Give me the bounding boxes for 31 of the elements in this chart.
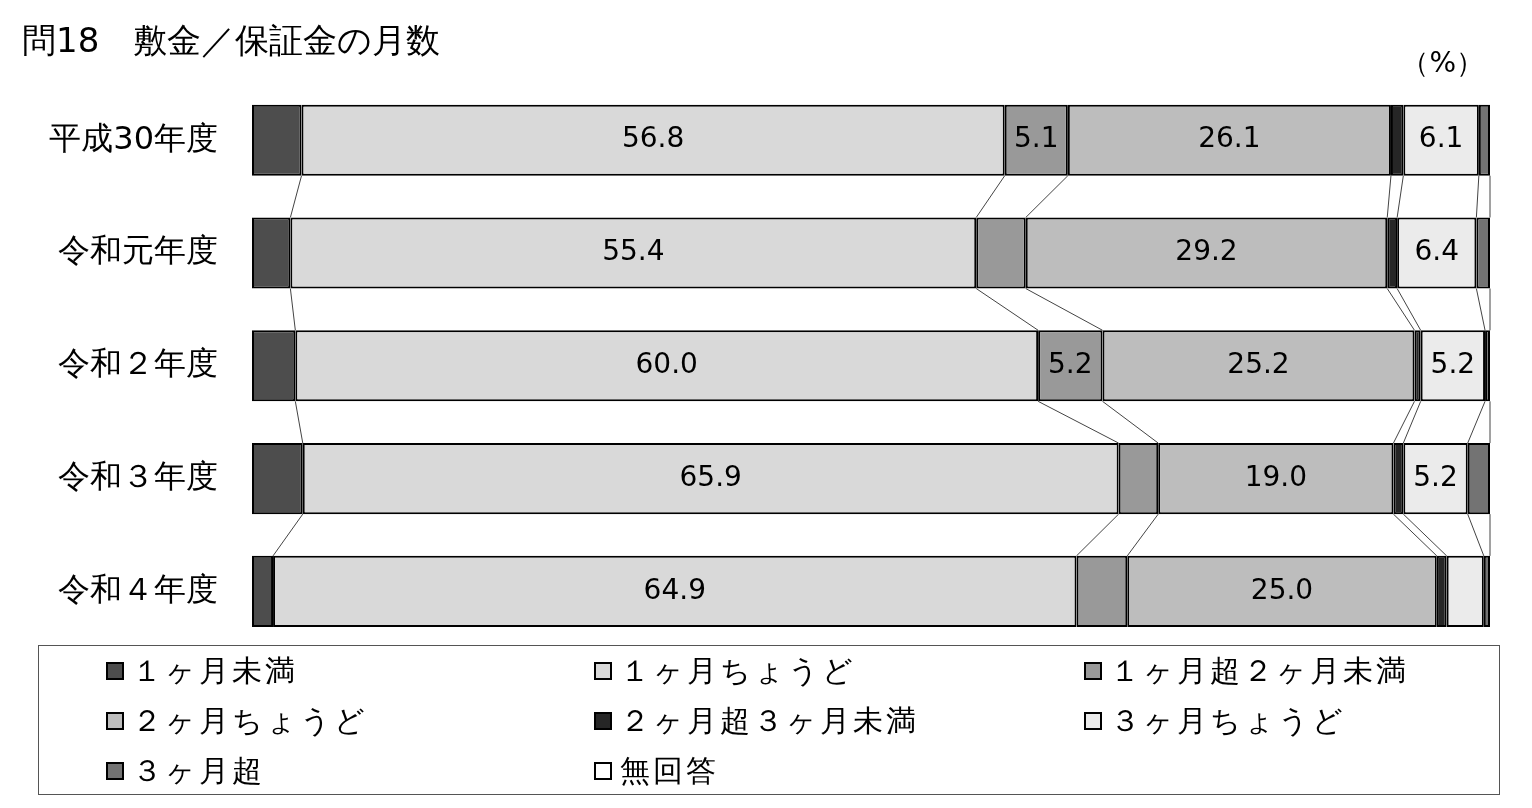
y-tick-label: 令和２年度 — [58, 344, 218, 383]
y-tick-label: 平成30年度 — [49, 118, 218, 157]
chart-title: 問18 敷金／保証金の月数 — [22, 20, 441, 61]
data-label: 65.9 — [679, 459, 742, 493]
y-tick-label: 令和４年度 — [58, 569, 218, 608]
data-label: 25.0 — [1250, 572, 1314, 606]
y-tick-label: 令和元年度 — [58, 231, 218, 270]
legend-label: 無回答 — [620, 751, 719, 790]
legend-label: １ヶ月超２ヶ月未満 — [1110, 651, 1409, 690]
legend-label: ３ヶ月超 — [132, 751, 265, 790]
data-label: 56.8 — [621, 121, 685, 155]
legend-label: ２ヶ月超３ヶ月未満 — [620, 701, 919, 740]
legend-label: １ヶ月未満 — [132, 651, 298, 690]
data-label: 6.1 — [1418, 121, 1464, 155]
legend-label: ３ヶ月ちょうど — [1110, 701, 1346, 740]
data-label: 5.2 — [1048, 347, 1093, 381]
data-label: 5.2 — [1413, 459, 1458, 493]
legend-label: １ヶ月ちょうど — [620, 651, 856, 690]
data-label: 5.1 — [1014, 121, 1059, 155]
data-label: 19.0 — [1244, 459, 1307, 493]
data-label: 64.9 — [643, 572, 706, 606]
data-label: 60.0 — [635, 347, 698, 381]
text: （%） — [1401, 46, 1484, 80]
data-label: 6.4 — [1414, 234, 1460, 268]
data-label: 5.2 — [1430, 347, 1476, 381]
data-label: 26.1 — [1198, 121, 1261, 155]
y-tick-label: 令和３年度 — [58, 456, 218, 495]
legend-label: ２ヶ月ちょうど — [132, 701, 368, 740]
data-label: 29.2 — [1175, 234, 1238, 268]
data-label: 55.4 — [602, 234, 665, 268]
data-label: 25.2 — [1227, 347, 1290, 381]
